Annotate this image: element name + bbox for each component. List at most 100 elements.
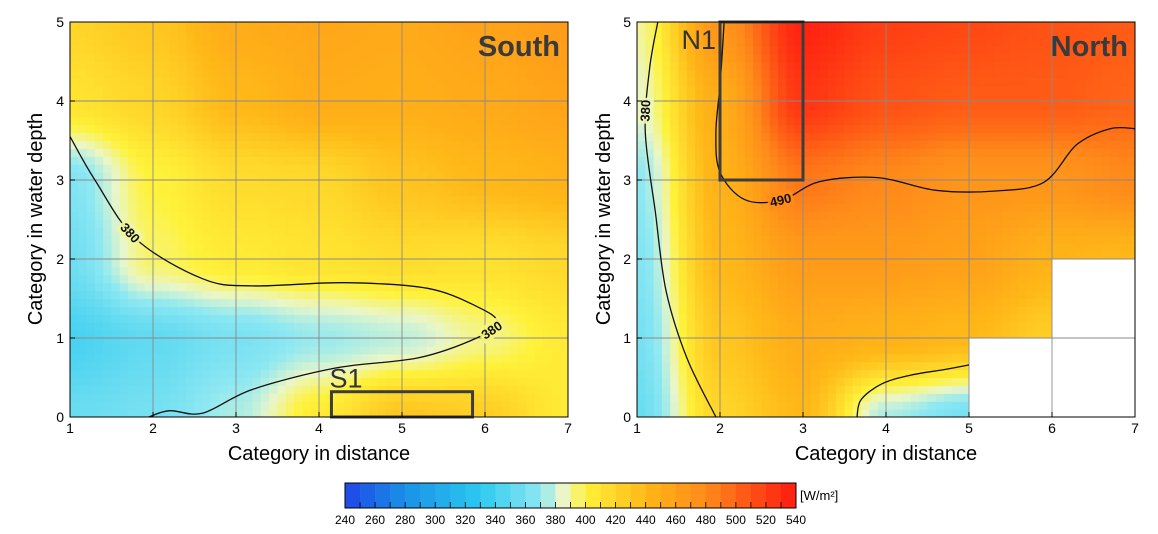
- heatmap-cell: [94, 101, 104, 110]
- heatmap-cell: [377, 409, 386, 417]
- heatmap-cell: [501, 187, 511, 197]
- heatmap-cell: [186, 85, 196, 94]
- heatmap-cell: [744, 172, 754, 181]
- heatmap-cell: [902, 361, 912, 371]
- heatmap-cell: [670, 148, 680, 157]
- heatmap-cell: [169, 251, 179, 260]
- heatmap-cell: [269, 53, 279, 63]
- heatmap-cell: [327, 227, 337, 236]
- heatmap-cell: [169, 37, 179, 47]
- heatmap-cell: [319, 259, 328, 268]
- heatmap-cell: [78, 219, 88, 228]
- heatmap-cell: [161, 45, 171, 55]
- heatmap-cell: [852, 124, 862, 134]
- heatmap-cell: [227, 369, 237, 379]
- heatmap-cell: [94, 353, 104, 363]
- heatmap-cell: [493, 132, 503, 142]
- heatmap-cell: [435, 180, 445, 189]
- heatmap-cell: [294, 116, 303, 126]
- heatmap-cell: [559, 227, 568, 236]
- heatmap-cell: [661, 77, 671, 86]
- heatmap-cell: [902, 393, 912, 402]
- heatmap-cell: [761, 22, 771, 31]
- heatmap-cell: [343, 164, 353, 173]
- heatmap-cell: [952, 322, 962, 331]
- heatmap-cell: [711, 377, 721, 386]
- heatmap-cell: [111, 211, 121, 221]
- heatmap-cell: [861, 156, 870, 165]
- heatmap-cell: [852, 172, 862, 181]
- heatmap-cell: [103, 409, 113, 417]
- heatmap-cell: [844, 124, 854, 134]
- heatmap-cell: [769, 116, 779, 126]
- heatmap-cell: [534, 116, 544, 126]
- heatmap-cell: [559, 22, 568, 31]
- heatmap-cell: [451, 195, 461, 205]
- heatmap-cell: [852, 22, 862, 31]
- heatmap-cell: [894, 180, 904, 189]
- heatmap-cell: [335, 227, 345, 236]
- heatmap-cell: [645, 377, 655, 386]
- heatmap-cell: [86, 85, 96, 94]
- heatmap-cell: [177, 211, 187, 221]
- heatmap-cell: [720, 93, 729, 102]
- heatmap-cell: [443, 219, 453, 228]
- heatmap-cell: [352, 314, 362, 323]
- heatmap-cell: [310, 187, 320, 197]
- heatmap-cell: [393, 195, 403, 205]
- heatmap-cell: [435, 211, 445, 221]
- heatmap-cell: [260, 203, 270, 213]
- heatmap-cell: [327, 116, 337, 126]
- heatmap-cell: [252, 61, 262, 70]
- heatmap-cell: [252, 140, 262, 149]
- heatmap-cell: [260, 164, 270, 173]
- heatmap-cell: [136, 385, 146, 394]
- heatmap-cell: [559, 243, 568, 252]
- heatmap-cell: [310, 377, 320, 386]
- heatmap-cell: [468, 37, 478, 47]
- heatmap-cell: [227, 385, 237, 394]
- highlight-box-label: S1: [329, 364, 362, 394]
- heatmap-cell: [786, 298, 796, 307]
- heatmap-cell: [653, 180, 663, 189]
- heatmap-cell: [518, 251, 528, 260]
- heatmap-cell: [910, 330, 920, 339]
- heatmap-cell: [385, 243, 395, 252]
- heatmap-cell: [418, 187, 428, 197]
- heatmap-cell: [219, 180, 229, 189]
- heatmap-cell: [559, 45, 568, 55]
- heatmap-cell: [360, 187, 370, 197]
- heatmap-cell: [211, 409, 220, 417]
- heatmap-cell: [319, 227, 328, 236]
- heatmap-cell: [111, 409, 121, 417]
- heatmap-cell: [695, 22, 704, 31]
- heatmap-cell: [744, 353, 754, 363]
- heatmap-cell: [144, 227, 154, 236]
- heatmap-cell: [894, 227, 904, 236]
- heatmap-cell: [819, 116, 829, 126]
- heatmap-cell: [385, 132, 395, 142]
- heatmap-cell: [703, 203, 713, 213]
- heatmap-cell: [761, 345, 771, 355]
- heatmap-cell: [211, 203, 220, 213]
- heatmap-cell: [186, 132, 196, 142]
- heatmap-cell: [111, 164, 121, 173]
- heatmap-cell: [443, 108, 453, 118]
- heatmap-cell: [803, 361, 812, 371]
- heatmap-cell: [343, 132, 353, 142]
- heatmap-cell: [468, 322, 478, 331]
- heatmap-cell: [277, 211, 287, 221]
- heatmap-cell: [285, 93, 295, 102]
- heatmap-cell: [769, 393, 779, 402]
- heatmap-cell: [744, 211, 754, 221]
- heatmap-cell: [778, 409, 787, 417]
- heatmap-cell: [736, 251, 746, 260]
- heatmap-cell: [803, 385, 812, 394]
- heatmap-cell: [277, 377, 287, 386]
- heatmap-cell: [260, 361, 270, 371]
- heatmap-cell: [426, 164, 436, 173]
- heatmap-cell: [302, 393, 312, 402]
- heatmap-cell: [302, 345, 312, 355]
- heatmap-cell: [670, 53, 680, 63]
- heatmap-cell: [526, 345, 536, 355]
